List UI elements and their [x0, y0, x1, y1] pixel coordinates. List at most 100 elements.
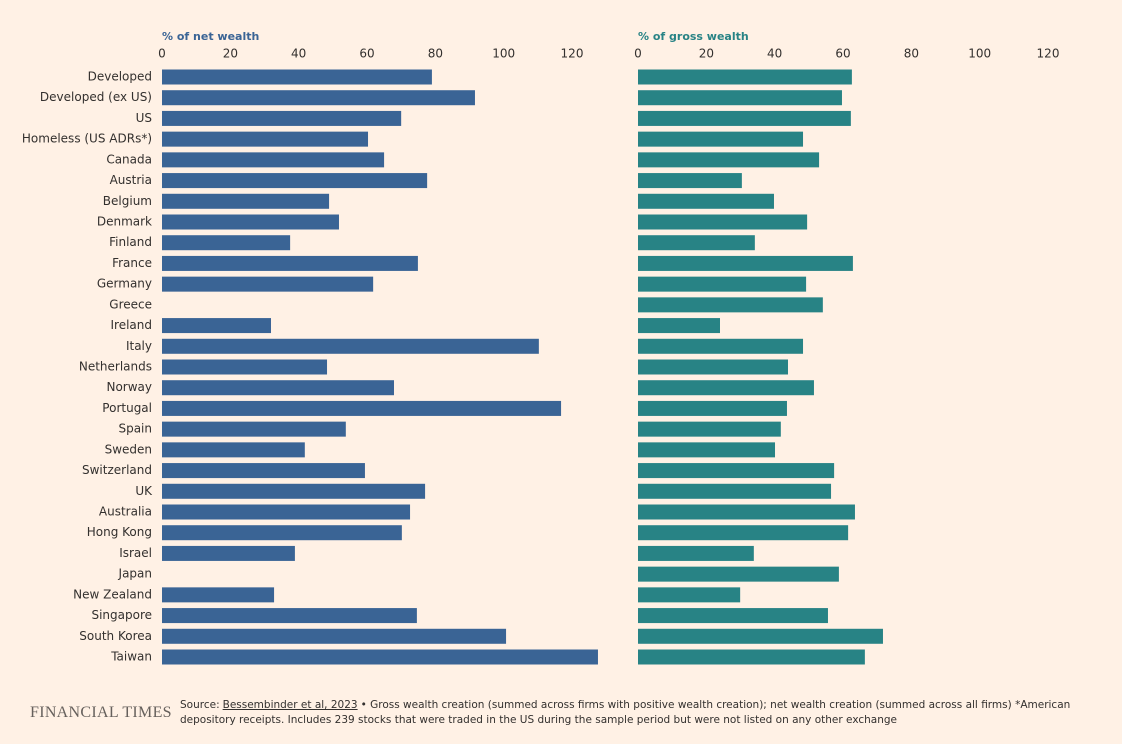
bar — [638, 235, 755, 251]
bar — [162, 400, 562, 416]
bar — [162, 649, 598, 665]
bar — [638, 649, 865, 665]
category-label: Developed (ex US) — [40, 90, 152, 104]
category-label: Sweden — [105, 442, 152, 456]
source-link[interactable]: Bessembinder et al, 2023 — [222, 699, 358, 711]
x-tick-label: 100 — [492, 47, 515, 61]
bar — [638, 131, 804, 147]
category-label: Portugal — [102, 401, 152, 415]
bar — [638, 338, 804, 354]
bar — [162, 380, 394, 396]
bar — [162, 214, 339, 230]
bar — [638, 463, 835, 479]
x-tick-label: 0 — [634, 47, 642, 61]
x-tick-label: 100 — [968, 47, 991, 61]
x-tick-label: 120 — [561, 47, 584, 61]
bar — [162, 504, 411, 520]
bar — [638, 152, 820, 168]
category-label: Norway — [106, 380, 152, 394]
bar — [162, 235, 291, 251]
category-label: Netherlands — [79, 360, 152, 374]
bar — [638, 193, 774, 209]
bar — [638, 214, 808, 230]
bar — [638, 442, 776, 458]
category-label: South Korea — [79, 629, 152, 643]
bar — [638, 421, 781, 437]
bar — [638, 318, 720, 334]
bar — [162, 483, 426, 499]
footer: FINANCIAL TIMES Source: Bessembinder et a… — [30, 698, 1100, 728]
bar — [162, 608, 417, 624]
bar — [162, 545, 295, 561]
source-label: Source: — [180, 699, 220, 711]
bar — [162, 173, 428, 189]
category-label: Australia — [99, 505, 152, 519]
panel-title: % of gross wealth — [638, 30, 749, 43]
category-label: Developed — [88, 70, 152, 84]
bar — [162, 90, 475, 106]
logo: FINANCIAL TIMES — [30, 704, 172, 721]
bar — [638, 483, 832, 499]
bar — [638, 628, 883, 644]
bar — [638, 608, 828, 624]
x-tick-label: 40 — [291, 47, 306, 61]
bar — [162, 338, 539, 354]
bar — [162, 276, 374, 292]
bar — [638, 297, 823, 313]
category-label: Switzerland — [82, 463, 152, 477]
source-note: Source: Bessembinder et al, 2023 • Gross w… — [180, 698, 1090, 728]
panel-title: % of net wealth — [162, 30, 259, 43]
bar — [162, 131, 369, 147]
bar — [162, 421, 346, 437]
bar — [638, 545, 754, 561]
category-label: Spain — [118, 422, 152, 436]
category-label: Israel — [119, 546, 152, 560]
bar — [638, 276, 807, 292]
x-tick-label: 20 — [223, 47, 238, 61]
x-tick-label: 0 — [158, 47, 166, 61]
bar — [162, 152, 385, 168]
x-tick-label: 80 — [428, 47, 443, 61]
category-label: Canada — [106, 152, 152, 166]
bar — [162, 69, 432, 85]
bar — [638, 90, 842, 106]
bar — [162, 359, 328, 375]
category-label: US — [136, 111, 152, 125]
category-label: UK — [135, 484, 153, 498]
bar — [638, 566, 839, 582]
x-tick-label: 60 — [835, 47, 850, 61]
category-label: France — [112, 256, 152, 270]
bar — [638, 69, 852, 85]
bar — [162, 463, 365, 479]
bar — [638, 173, 742, 189]
bar — [638, 525, 849, 541]
bar — [638, 255, 853, 271]
category-label: Japan — [118, 567, 152, 581]
category-label: Italy — [126, 339, 152, 353]
category-label: Taiwan — [110, 650, 152, 664]
bar — [162, 442, 305, 458]
category-label: Belgium — [103, 194, 152, 208]
bar — [162, 628, 507, 644]
category-label: Homeless (US ADRs*) — [22, 132, 152, 146]
source-text: • Gross wealth creation (summed across f… — [180, 699, 1071, 726]
x-tick-label: 80 — [904, 47, 919, 61]
x-tick-label: 40 — [767, 47, 782, 61]
category-label: Germany — [97, 277, 152, 291]
bar — [162, 255, 418, 271]
category-label: New Zealand — [73, 587, 152, 601]
bar — [162, 318, 271, 334]
category-label: Hong Kong — [87, 525, 152, 539]
category-label: Austria — [110, 173, 152, 187]
bar — [638, 400, 787, 416]
bar — [638, 587, 741, 603]
category-label: Greece — [109, 297, 152, 311]
x-tick-label: 20 — [699, 47, 714, 61]
x-tick-label: 120 — [1037, 47, 1060, 61]
chart: Developed Developed (ex US) US Homeless (US… — [22, 30, 1060, 665]
category-label: Ireland — [110, 318, 152, 332]
bar — [638, 380, 814, 396]
x-tick-label: 60 — [359, 47, 374, 61]
